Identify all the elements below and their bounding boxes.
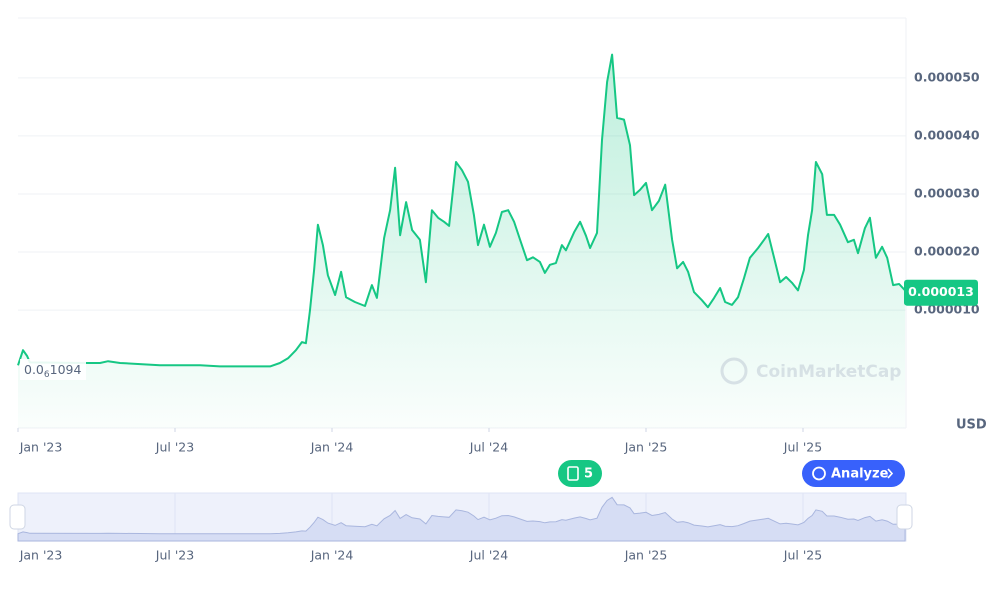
low-digits: 1094: [50, 362, 82, 377]
x-tick-label: Jul '23: [155, 440, 194, 455]
notes-button[interactable]: 5: [558, 460, 602, 487]
analyze-button[interactable]: Analyze: [802, 460, 905, 487]
price-area: [18, 54, 906, 428]
y-tick-label: 0.000040: [914, 127, 980, 142]
current-price-label: 0.000013: [908, 284, 974, 299]
y-tick-label: 0.000020: [914, 244, 980, 259]
notes-count[interactable]: 5: [584, 467, 593, 482]
navigator-x-label: Jul '23: [155, 548, 194, 563]
low-label: 0.061094: [20, 359, 86, 380]
low-label-bg: [20, 359, 86, 380]
currency-label: USD: [956, 418, 987, 433]
y-tick-label: 0.000030: [914, 185, 980, 200]
plot: [17, 53, 906, 428]
watermark: CoinMarketCap: [720, 357, 901, 385]
x-tick-label: Jul '25: [783, 440, 822, 455]
navigator-x-label: Jul '25: [783, 548, 822, 563]
notes-pill[interactable]: [558, 460, 602, 487]
navigator-x-label: Jan '23: [19, 548, 63, 563]
watermark-logo: [720, 357, 748, 385]
navigator-x-label: Jul '24: [469, 548, 508, 563]
notes-icon: [567, 466, 579, 481]
y-tick-label: 0.000050: [914, 69, 980, 84]
navigator-x-label: Jan '24: [310, 548, 354, 563]
navigator-x-label: Jan '25: [624, 548, 668, 563]
watermark-text: CoinMarketCap: [756, 362, 901, 382]
analyze-chevron: [887, 468, 894, 479]
analyze-pill[interactable]: [802, 460, 905, 487]
analyze-icon: [812, 466, 826, 481]
navigator-area: [17, 496, 906, 542]
x-tick-label: Jan '24: [310, 440, 354, 455]
analyze-text[interactable]: Analyze: [831, 467, 889, 482]
x-tick-label: Jan '23: [19, 440, 63, 455]
x-tick-label: Jul '24: [469, 440, 508, 455]
current-price-badge: [904, 279, 978, 306]
price-line: [17, 53, 906, 368]
low-label-text: 0.061094: [24, 362, 81, 380]
low-zeros: 6: [44, 370, 50, 380]
x-tick-label: Jan '25: [624, 440, 668, 455]
navigator-handle-right[interactable]: [896, 504, 913, 530]
navigator-handle-left[interactable]: [9, 504, 26, 530]
low-prefix: 0.0: [24, 362, 44, 377]
navigator[interactable]: [17, 492, 907, 542]
